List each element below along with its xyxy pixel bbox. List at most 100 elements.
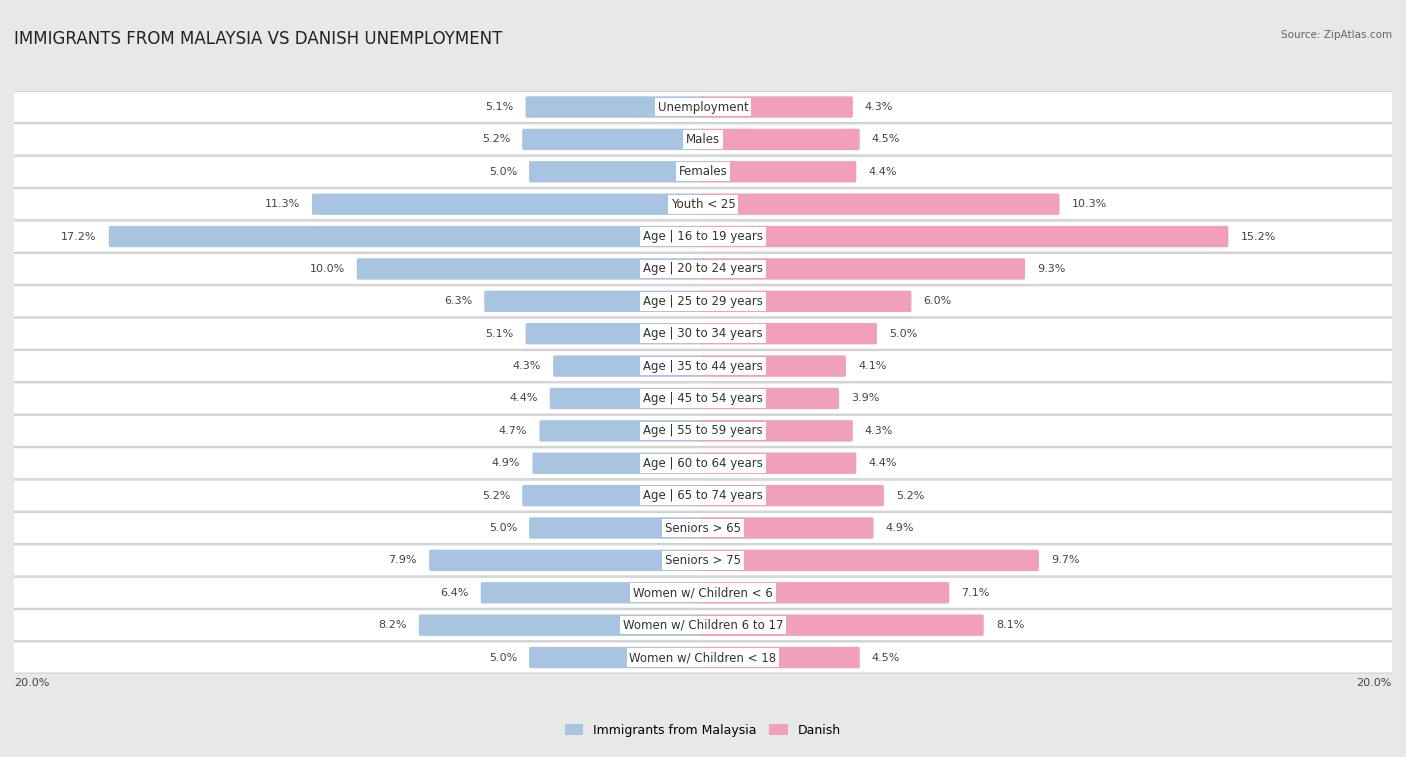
Text: 6.4%: 6.4% bbox=[440, 587, 468, 598]
Text: Age | 55 to 59 years: Age | 55 to 59 years bbox=[643, 425, 763, 438]
Text: 4.4%: 4.4% bbox=[869, 458, 897, 469]
FancyBboxPatch shape bbox=[702, 550, 1039, 571]
Text: 10.3%: 10.3% bbox=[1071, 199, 1107, 209]
FancyBboxPatch shape bbox=[702, 517, 873, 539]
Text: Unemployment: Unemployment bbox=[658, 101, 748, 114]
Text: 6.0%: 6.0% bbox=[924, 296, 952, 307]
FancyBboxPatch shape bbox=[702, 161, 856, 182]
FancyBboxPatch shape bbox=[529, 646, 704, 668]
FancyBboxPatch shape bbox=[533, 453, 704, 474]
Text: 4.9%: 4.9% bbox=[492, 458, 520, 469]
FancyBboxPatch shape bbox=[11, 512, 1395, 544]
Text: 4.3%: 4.3% bbox=[865, 102, 893, 112]
FancyBboxPatch shape bbox=[702, 291, 911, 312]
FancyBboxPatch shape bbox=[11, 124, 1395, 155]
Text: Age | 30 to 34 years: Age | 30 to 34 years bbox=[643, 327, 763, 340]
FancyBboxPatch shape bbox=[357, 258, 704, 279]
Text: Women w/ Children 6 to 17: Women w/ Children 6 to 17 bbox=[623, 618, 783, 631]
Text: Women w/ Children < 18: Women w/ Children < 18 bbox=[630, 651, 776, 664]
Text: 8.2%: 8.2% bbox=[378, 620, 406, 630]
FancyBboxPatch shape bbox=[702, 485, 884, 506]
FancyBboxPatch shape bbox=[702, 226, 1229, 248]
FancyBboxPatch shape bbox=[11, 92, 1395, 123]
Text: 5.0%: 5.0% bbox=[489, 167, 517, 177]
FancyBboxPatch shape bbox=[11, 545, 1395, 576]
FancyBboxPatch shape bbox=[702, 129, 859, 150]
Text: 9.3%: 9.3% bbox=[1038, 264, 1066, 274]
FancyBboxPatch shape bbox=[11, 447, 1395, 478]
FancyBboxPatch shape bbox=[11, 286, 1395, 317]
FancyBboxPatch shape bbox=[702, 194, 1060, 215]
Text: 4.5%: 4.5% bbox=[872, 653, 900, 662]
FancyBboxPatch shape bbox=[526, 323, 704, 344]
Text: 5.1%: 5.1% bbox=[485, 102, 513, 112]
Text: 4.1%: 4.1% bbox=[858, 361, 886, 371]
Text: Age | 16 to 19 years: Age | 16 to 19 years bbox=[643, 230, 763, 243]
FancyBboxPatch shape bbox=[429, 550, 704, 571]
Text: 5.2%: 5.2% bbox=[482, 135, 510, 145]
FancyBboxPatch shape bbox=[702, 420, 853, 441]
FancyBboxPatch shape bbox=[11, 383, 1395, 414]
FancyBboxPatch shape bbox=[529, 517, 704, 539]
FancyBboxPatch shape bbox=[11, 416, 1395, 447]
FancyBboxPatch shape bbox=[481, 582, 704, 603]
FancyBboxPatch shape bbox=[550, 388, 704, 410]
Text: 5.2%: 5.2% bbox=[896, 491, 924, 500]
Text: 5.0%: 5.0% bbox=[489, 653, 517, 662]
Text: Seniors > 65: Seniors > 65 bbox=[665, 522, 741, 534]
Text: 4.4%: 4.4% bbox=[869, 167, 897, 177]
Text: 4.3%: 4.3% bbox=[865, 426, 893, 436]
FancyBboxPatch shape bbox=[312, 194, 704, 215]
FancyBboxPatch shape bbox=[702, 355, 846, 377]
Text: 5.1%: 5.1% bbox=[485, 329, 513, 338]
FancyBboxPatch shape bbox=[702, 323, 877, 344]
Text: 15.2%: 15.2% bbox=[1240, 232, 1275, 241]
Text: 10.0%: 10.0% bbox=[309, 264, 344, 274]
Text: Age | 25 to 29 years: Age | 25 to 29 years bbox=[643, 294, 763, 308]
Text: 4.3%: 4.3% bbox=[513, 361, 541, 371]
FancyBboxPatch shape bbox=[11, 480, 1395, 511]
Text: 5.0%: 5.0% bbox=[489, 523, 517, 533]
FancyBboxPatch shape bbox=[11, 318, 1395, 349]
Text: Age | 60 to 64 years: Age | 60 to 64 years bbox=[643, 456, 763, 470]
FancyBboxPatch shape bbox=[702, 615, 984, 636]
FancyBboxPatch shape bbox=[11, 188, 1395, 220]
Text: 8.1%: 8.1% bbox=[995, 620, 1024, 630]
Text: Seniors > 75: Seniors > 75 bbox=[665, 554, 741, 567]
FancyBboxPatch shape bbox=[526, 96, 704, 118]
Text: Age | 65 to 74 years: Age | 65 to 74 years bbox=[643, 489, 763, 502]
FancyBboxPatch shape bbox=[529, 161, 704, 182]
Text: Women w/ Children < 6: Women w/ Children < 6 bbox=[633, 586, 773, 600]
Text: Youth < 25: Youth < 25 bbox=[671, 198, 735, 210]
Text: 4.5%: 4.5% bbox=[872, 135, 900, 145]
Text: 20.0%: 20.0% bbox=[1357, 678, 1392, 687]
FancyBboxPatch shape bbox=[11, 156, 1395, 187]
FancyBboxPatch shape bbox=[540, 420, 704, 441]
FancyBboxPatch shape bbox=[11, 609, 1395, 640]
FancyBboxPatch shape bbox=[702, 258, 1025, 279]
Text: 3.9%: 3.9% bbox=[851, 394, 880, 403]
Text: Source: ZipAtlas.com: Source: ZipAtlas.com bbox=[1281, 30, 1392, 40]
FancyBboxPatch shape bbox=[702, 96, 853, 118]
FancyBboxPatch shape bbox=[11, 254, 1395, 285]
Text: Age | 35 to 44 years: Age | 35 to 44 years bbox=[643, 360, 763, 372]
FancyBboxPatch shape bbox=[522, 129, 704, 150]
Text: Females: Females bbox=[679, 165, 727, 179]
Legend: Immigrants from Malaysia, Danish: Immigrants from Malaysia, Danish bbox=[560, 719, 846, 742]
Text: Age | 20 to 24 years: Age | 20 to 24 years bbox=[643, 263, 763, 276]
FancyBboxPatch shape bbox=[484, 291, 704, 312]
Text: IMMIGRANTS FROM MALAYSIA VS DANISH UNEMPLOYMENT: IMMIGRANTS FROM MALAYSIA VS DANISH UNEMP… bbox=[14, 30, 502, 48]
FancyBboxPatch shape bbox=[702, 388, 839, 410]
Text: 7.1%: 7.1% bbox=[962, 587, 990, 598]
Text: 5.2%: 5.2% bbox=[482, 491, 510, 500]
FancyBboxPatch shape bbox=[11, 350, 1395, 382]
Text: 4.4%: 4.4% bbox=[509, 394, 537, 403]
Text: 17.2%: 17.2% bbox=[62, 232, 97, 241]
FancyBboxPatch shape bbox=[553, 355, 704, 377]
Text: 20.0%: 20.0% bbox=[14, 678, 49, 687]
FancyBboxPatch shape bbox=[11, 221, 1395, 252]
Text: Males: Males bbox=[686, 133, 720, 146]
FancyBboxPatch shape bbox=[522, 485, 704, 506]
FancyBboxPatch shape bbox=[419, 615, 704, 636]
Text: 4.7%: 4.7% bbox=[499, 426, 527, 436]
